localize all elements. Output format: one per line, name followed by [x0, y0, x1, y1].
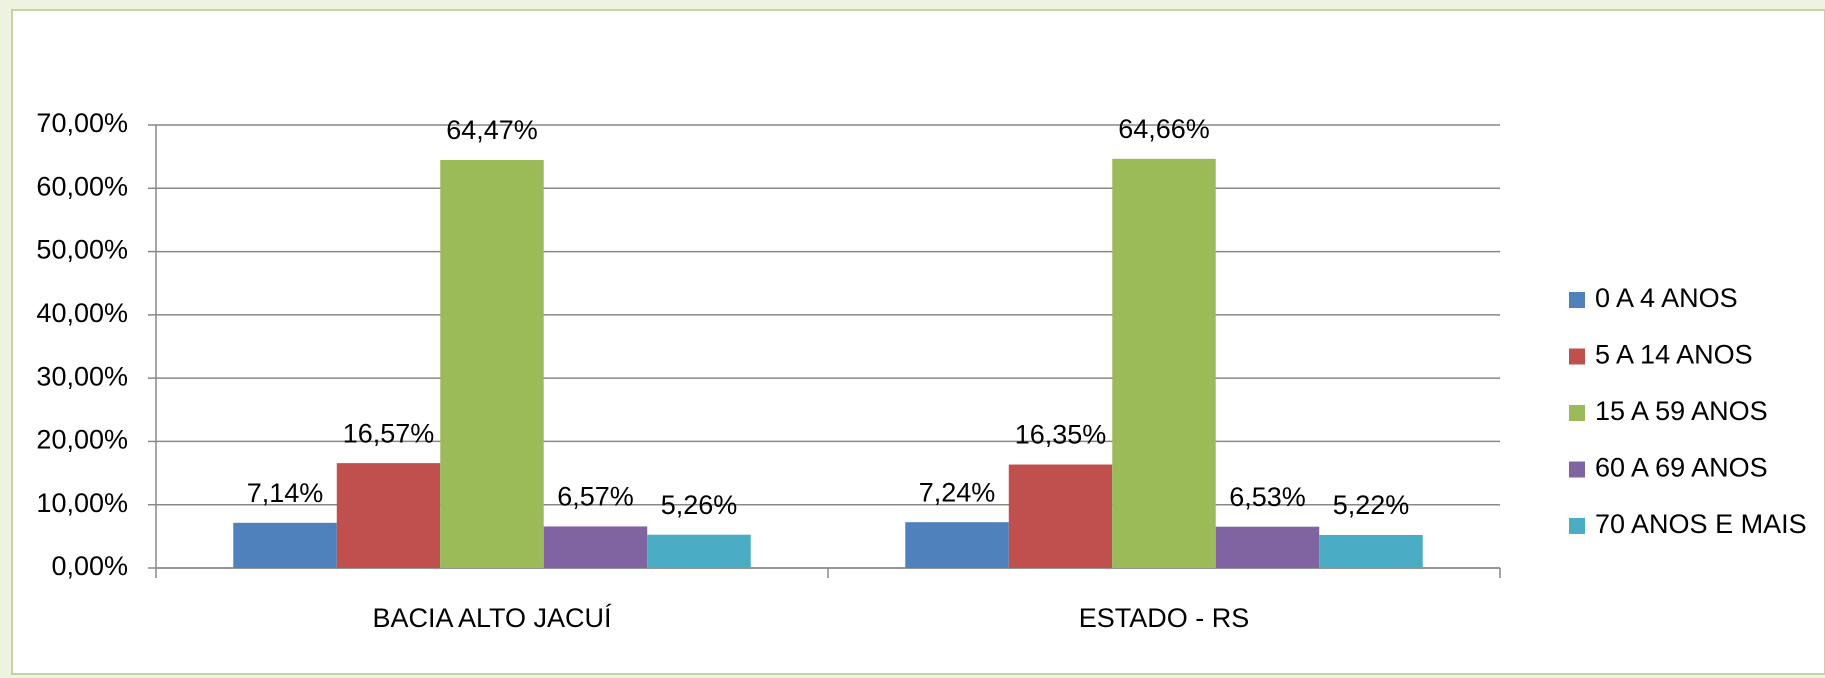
value-label: 16,35% [1015, 420, 1107, 450]
bar [336, 463, 441, 568]
legend-label: 70 ANOS E MAIS [1595, 509, 1807, 539]
bar [233, 522, 337, 568]
legend-swatch [1569, 348, 1585, 365]
x-tick-label: ESTADO - RS [1079, 603, 1250, 633]
value-label: 5,26% [661, 490, 738, 520]
bar [1215, 526, 1320, 568]
legend-label: 15 A 59 ANOS [1595, 396, 1768, 426]
legend-swatch [1569, 292, 1585, 308]
legend-swatch [1569, 405, 1585, 421]
y-tick-label: 30,00% [36, 361, 128, 391]
value-label: 16,57% [343, 418, 435, 448]
value-label: 5,22% [1333, 490, 1410, 520]
value-label: 6,57% [557, 482, 634, 512]
bar [647, 534, 751, 568]
plot-panel [11, 9, 1825, 675]
y-tick-label: 70,00% [36, 108, 128, 138]
legend-label: 5 A 14 ANOS [1595, 340, 1753, 370]
bar [905, 522, 1009, 568]
y-tick-label: 0,00% [51, 551, 128, 581]
value-label: 6,53% [1229, 482, 1306, 512]
legend-label: 0 A 4 ANOS [1595, 283, 1738, 313]
legend-swatch [1569, 461, 1585, 478]
bar [543, 526, 648, 568]
bar [440, 159, 544, 568]
value-label: 64,66% [1118, 114, 1210, 144]
y-tick-label: 60,00% [36, 171, 128, 201]
y-tick-label: 50,00% [36, 235, 128, 265]
value-label: 64,47% [446, 115, 538, 145]
value-label: 7,14% [247, 478, 324, 508]
value-label: 7,24% [919, 477, 996, 507]
legend-label: 60 A 69 ANOS [1595, 453, 1768, 483]
y-tick-label: 20,00% [36, 425, 128, 455]
bar [1112, 158, 1216, 569]
y-tick-label: 40,00% [36, 298, 128, 328]
legend-swatch [1569, 518, 1585, 534]
bar [1319, 534, 1423, 568]
bar [1008, 464, 1113, 568]
y-tick-label: 10,00% [36, 488, 128, 518]
x-tick-label: BACIA ALTO JACUÍ [372, 603, 612, 633]
